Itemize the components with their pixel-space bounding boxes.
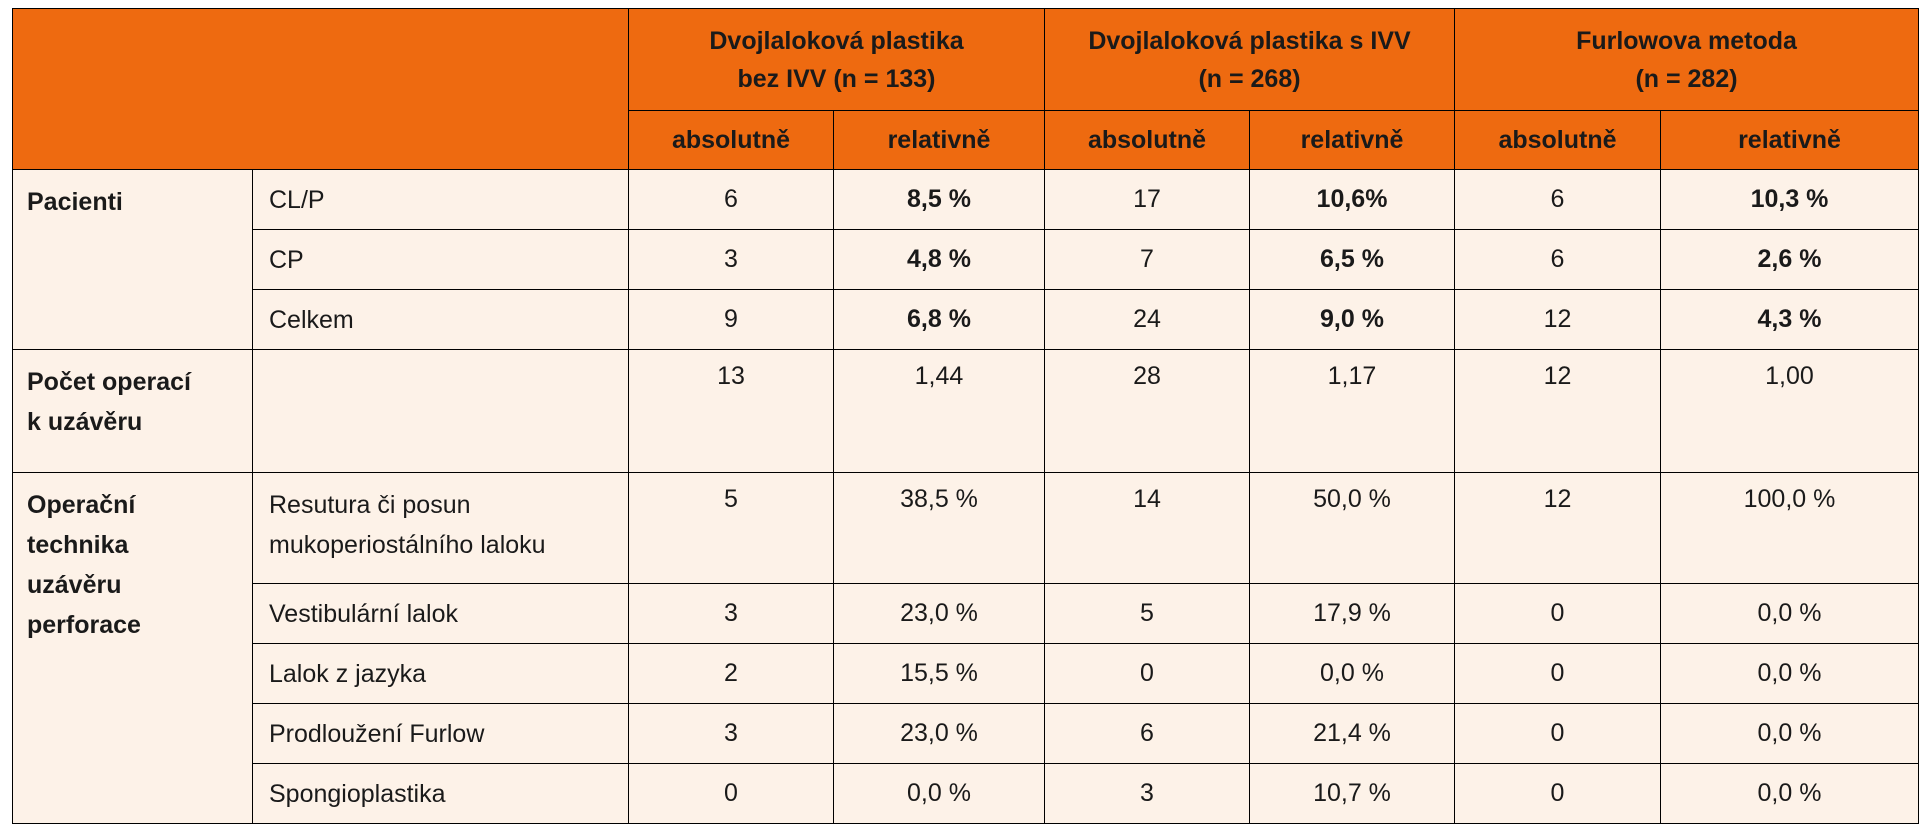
cell: 2,6 %	[1660, 229, 1919, 290]
cell: 12	[1454, 349, 1661, 473]
header-rel-3: relativně	[1660, 110, 1919, 170]
cell: 3	[628, 229, 834, 290]
cell: 10,6%	[1249, 169, 1455, 230]
cell: 3	[628, 583, 834, 644]
cell: 0,0 %	[1660, 703, 1919, 764]
header-group-1: Dvojlaloková plastika bez IVV (n = 133)	[628, 8, 1045, 111]
cell: 10,7 %	[1249, 763, 1455, 824]
header-row-subcols: absolutně relativně absolutně relativně …	[12, 110, 1919, 170]
row-label: Lalok z jazyka	[252, 643, 629, 704]
cell: 3	[628, 703, 834, 764]
table-row: Počet operací k uzávěru 13 1,44 28 1,17 …	[12, 349, 1919, 473]
cell: 12	[1454, 472, 1661, 584]
cell: 6,8 %	[833, 289, 1045, 350]
row-label: Vestibulární lalok	[252, 583, 629, 644]
cell: 0,0 %	[833, 763, 1045, 824]
cell: 17	[1044, 169, 1250, 230]
cell: 0	[1454, 703, 1661, 764]
results-table-container: Dvojlaloková plastika bez IVV (n = 133) …	[12, 8, 1919, 824]
cell: 1,17	[1249, 349, 1455, 473]
row-label: Resutura či posun mukoperiostálního lalo…	[252, 472, 629, 584]
header-row-groups: Dvojlaloková plastika bez IVV (n = 133) …	[12, 8, 1919, 170]
table-row: Celkem 9 6,8 % 24 9,0 % 12 4,3 %	[13, 289, 1919, 350]
table-row: Lalok z jazyka 2 15,5 % 0 0,0 % 0 0,0 %	[13, 643, 1919, 704]
table-row: Vestibulární lalok 3 23,0 % 5 17,9 % 0 0…	[13, 583, 1919, 644]
cell: 12	[1454, 289, 1661, 350]
table-row: Prodloužení Furlow 3 23,0 % 6 21,4 % 0 0…	[13, 703, 1919, 764]
cell: 38,5 %	[833, 472, 1045, 584]
header-abs-2: absolutně	[1044, 110, 1250, 170]
cell: 17,9 %	[1249, 583, 1455, 644]
cell: 50,0 %	[1249, 472, 1455, 584]
row-label: CP	[252, 229, 629, 290]
table-row: Operační technika uzávěru perforace Resu…	[12, 472, 1919, 824]
cell: 0,0 %	[1660, 583, 1919, 644]
cell: 1,00	[1660, 349, 1919, 473]
cell: 0	[1454, 763, 1661, 824]
cell: 28	[1044, 349, 1250, 473]
cell: 6	[1454, 169, 1661, 230]
header-abs-1: absolutně	[628, 110, 834, 170]
cell: 8,5 %	[833, 169, 1045, 230]
header-abs-3: absolutně	[1454, 110, 1661, 170]
cell: 6	[628, 169, 834, 230]
cell: 6	[1044, 703, 1250, 764]
row-label: CL/P	[252, 169, 629, 230]
cell: 3	[1044, 763, 1250, 824]
cell: 0	[1454, 583, 1661, 644]
cell: 7	[1044, 229, 1250, 290]
row-label: Celkem	[252, 289, 629, 350]
cell: 9,0 %	[1249, 289, 1455, 350]
cell: 4,3 %	[1660, 289, 1919, 350]
cell: 0,0 %	[1660, 643, 1919, 704]
header-rel-2: relativně	[1249, 110, 1455, 170]
table-row: Spongioplastika 0 0,0 % 3 10,7 % 0 0,0 %	[13, 763, 1919, 824]
section-label-pocet: Počet operací k uzávěru	[12, 349, 253, 473]
row-label-empty	[252, 349, 629, 473]
cell: 2	[628, 643, 834, 704]
cell: 1,44	[833, 349, 1045, 473]
cell: 14	[1044, 472, 1250, 584]
section-label-pacienti: Pacienti	[12, 169, 253, 350]
cell: 10,3 %	[1660, 169, 1919, 230]
cell: 5	[628, 472, 834, 584]
cell: 6,5 %	[1249, 229, 1455, 290]
row-label: Spongioplastika	[252, 763, 629, 824]
header-group-2: Dvojlaloková plastika s IVV (n = 268)	[1044, 8, 1455, 111]
cell: 23,0 %	[833, 703, 1045, 764]
table-row: CP 3 4,8 % 7 6,5 % 6 2,6 %	[13, 229, 1919, 290]
cell: 15,5 %	[833, 643, 1045, 704]
header-rel-1: relativně	[833, 110, 1045, 170]
results-table: Dvojlaloková plastika bez IVV (n = 133) …	[12, 8, 1919, 824]
cell: 0	[1454, 643, 1661, 704]
cell: 13	[628, 349, 834, 473]
section-label-technika: Operační technika uzávěru perforace	[12, 472, 253, 824]
cell: 6	[1454, 229, 1661, 290]
cell: 21,4 %	[1249, 703, 1455, 764]
cell: 24	[1044, 289, 1250, 350]
cell: 100,0 %	[1660, 472, 1919, 584]
cell: 9	[628, 289, 834, 350]
cell: 0,0 %	[1660, 763, 1919, 824]
cell: 4,8 %	[833, 229, 1045, 290]
table-row: Pacienti CL/P 6 8,5 % 17 10,6% 6 10,3 %	[12, 169, 1919, 350]
cell: 5	[1044, 583, 1250, 644]
cell: 23,0 %	[833, 583, 1045, 644]
cell: 0	[1044, 643, 1250, 704]
header-group-3: Furlowova metoda (n = 282)	[1454, 8, 1919, 111]
cell: 0	[628, 763, 834, 824]
header-empty-cell	[12, 8, 629, 170]
cell: 0,0 %	[1249, 643, 1455, 704]
row-label: Prodloužení Furlow	[252, 703, 629, 764]
